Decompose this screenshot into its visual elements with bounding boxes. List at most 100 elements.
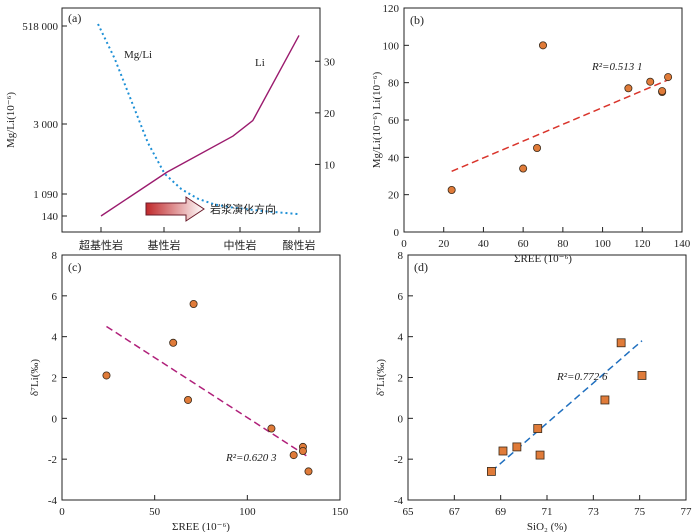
x-tick-label: 0 [59, 506, 65, 518]
left-tick-label: 140 [42, 211, 59, 223]
panel-b-xlabel: ΣREE (10⁻⁶) [514, 253, 572, 265]
y-tick-label: 0 [394, 227, 400, 239]
right-tick-label: 30 [324, 56, 336, 68]
x-tick-label: 40 [478, 238, 490, 250]
y-tick-label: -2 [394, 454, 403, 466]
data-point [512, 442, 522, 452]
series-mgli-label: Mg/Li [124, 49, 152, 61]
panel-a-ylabel: Mg/Li(10⁻⁶) [5, 92, 17, 148]
y-tick-label: 2 [52, 373, 58, 385]
series-mgli-line [97, 23, 299, 216]
y-tick-label: 100 [383, 40, 400, 52]
x-tick-label: 77 [681, 506, 693, 518]
category-label: 酸性岩 [283, 238, 316, 252]
x-tick-label: 75 [634, 506, 646, 518]
y-tick-label: 8 [398, 250, 404, 262]
data-point [267, 424, 276, 433]
data-point [616, 338, 626, 348]
panel-a-frame [61, 7, 321, 233]
x-tick-label: 50 [149, 506, 161, 518]
r-squared-annotation: R²=0.620 3 [225, 452, 277, 464]
right-tick-label: 20 [324, 108, 336, 120]
data-point [533, 143, 542, 152]
data-point [184, 395, 193, 404]
x-tick-label: 69 [495, 506, 507, 518]
y-tick-label: 120 [383, 3, 400, 15]
trend-line [490, 340, 643, 472]
y-tick-label: 40 [388, 152, 400, 164]
r-squared-annotation: R²=0.772 6 [556, 371, 608, 383]
x-tick-label: 100 [239, 506, 256, 518]
x-tick-label: 140 [674, 238, 691, 250]
data-point [102, 371, 111, 380]
data-point [519, 164, 528, 173]
panel-c: (c) 0 50 100 150 -4 -2 0 2 4 6 8 ΣREE (10⁻⁶) δ⁷Li(‰) R… [29, 250, 349, 532]
panel-d-ylabel: δ⁷Li(‰) [375, 359, 387, 396]
data-point [298, 446, 307, 455]
y-tick-label: 6 [398, 291, 404, 303]
right-tick-label: 10 [324, 159, 336, 171]
y-tick-label: 0 [398, 413, 404, 425]
panel-b-label: (b) [410, 13, 424, 27]
panel-a: (a) 518 000 3 000 1 090 140 10 20 30 Mg/Li(10⁻⁶)… [5, 7, 336, 252]
data-point [289, 451, 298, 460]
panel-c-label: (c) [68, 260, 81, 274]
series-li-line [100, 35, 300, 217]
x-tick-label: 20 [438, 238, 450, 250]
y-tick-label: 2 [398, 373, 404, 385]
left-tick-label: 518 000 [22, 21, 58, 33]
panel-c-ylabel: δ⁷Li(‰) [29, 359, 41, 396]
panel-b-ylabel: Mg/Li(10⁻⁶) Li(10⁻⁶) [371, 71, 383, 168]
y-tick-label: 20 [388, 190, 400, 202]
y-tick-label: 80 [388, 78, 400, 90]
data-point [189, 299, 198, 308]
r-squared-annotation: R²=0.513 1 [591, 61, 642, 73]
category-label: 超基性岩 [79, 238, 123, 252]
data-point [624, 84, 633, 93]
left-tick-label: 1 090 [33, 189, 58, 201]
left-tick-label: 3 000 [33, 119, 58, 131]
trend-line [106, 325, 309, 458]
y-tick-label: -4 [48, 495, 58, 507]
x-tick-label: 60 [518, 238, 530, 250]
x-tick-label: 71 [542, 506, 553, 518]
series-li-label: Li [255, 57, 265, 69]
panel-c-xlabel: ΣREE (10⁻⁶) [172, 521, 230, 532]
panel-b: (b) 0 20 40 60 80 100 120 140 0 20 40 60 80 100 120 ΣREE… [371, 3, 691, 265]
data-point [658, 87, 667, 96]
data-point [600, 395, 610, 405]
data-point [535, 450, 545, 460]
panel-a-label: (a) [68, 11, 81, 25]
data-point [486, 467, 496, 476]
x-tick-label: 80 [557, 238, 569, 250]
panel-d-label: (d) [414, 260, 428, 274]
data-point [637, 371, 647, 380]
x-tick-label: 100 [594, 238, 611, 250]
y-tick-label: -4 [394, 495, 404, 507]
x-tick-label: 0 [401, 238, 407, 250]
y-tick-label: 4 [52, 332, 58, 344]
arrow-label: 岩浆演化方向 [210, 202, 276, 216]
x-tick-label: 73 [588, 506, 600, 518]
trend-line [451, 79, 669, 173]
data-point [664, 73, 673, 82]
panel-d-xlabel: SiO₂ (%) [527, 521, 568, 532]
x-tick-label: 67 [449, 506, 461, 518]
data-point [533, 424, 543, 433]
data-point [646, 77, 655, 86]
x-tick-label: 65 [403, 506, 415, 518]
y-tick-label: -2 [48, 454, 57, 466]
y-tick-label: 6 [52, 291, 58, 303]
data-point [498, 446, 508, 456]
data-point [539, 41, 548, 50]
y-tick-label: 60 [388, 115, 400, 127]
y-tick-label: 0 [52, 413, 58, 425]
category-label: 基性岩 [148, 238, 181, 252]
x-tick-label: 120 [634, 238, 651, 250]
x-tick-label: 150 [332, 506, 349, 518]
evolution-arrow [145, 196, 205, 222]
category-label: 中性岩 [224, 238, 257, 252]
data-point [447, 185, 456, 194]
panel-d: (d) 65 67 69 71 73 75 77 -4 -2 0 2 4 6 8 SiO₂ (%) δ⁷Li(‰… [375, 250, 692, 532]
